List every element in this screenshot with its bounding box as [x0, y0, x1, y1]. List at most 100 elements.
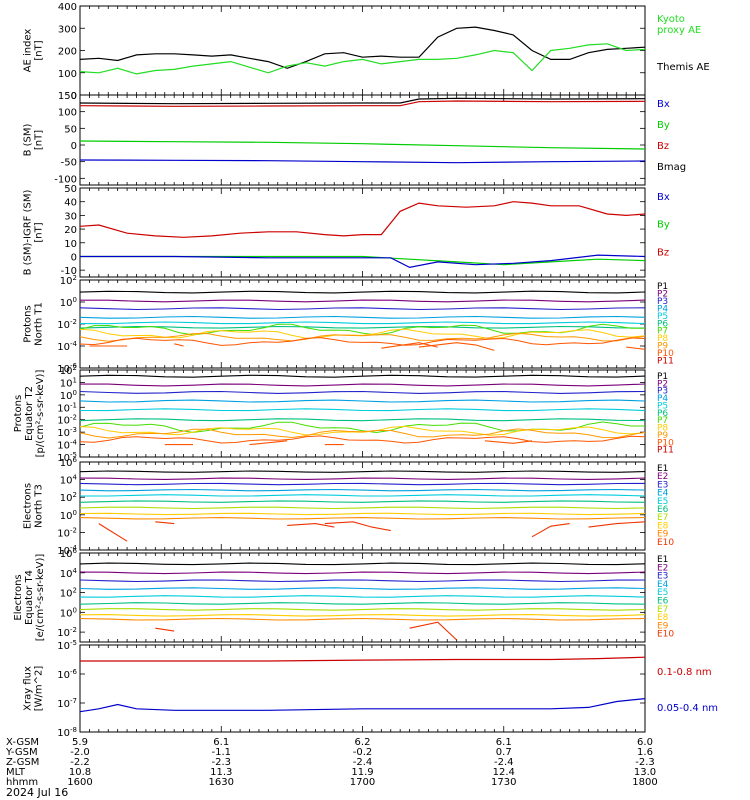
y-tick-label: 20 — [64, 225, 77, 236]
y-tick-label: 10-2 — [57, 526, 77, 539]
y-tick-label: 300 — [58, 24, 77, 35]
flux-channel-line — [79, 482, 646, 486]
legend-entry: Bx — [657, 99, 670, 110]
flux-channel-line — [79, 595, 646, 598]
legend-entry: P6 — [657, 409, 668, 419]
y-tick-label: 100 — [60, 296, 77, 309]
flux-channel-line — [79, 323, 645, 336]
y-tick-label: 10-1 — [57, 401, 77, 414]
x-tick-label: 0.7 — [496, 747, 512, 758]
panel-frame — [79, 644, 646, 733]
legend-entry: P7 — [657, 327, 668, 337]
y-tick-label: 100 — [60, 606, 77, 619]
y-axis-label: Protons — [13, 395, 24, 432]
legend-entry: By — [657, 120, 670, 131]
series-line — [79, 97, 646, 105]
flux-channel-line — [79, 517, 646, 520]
legend-entry: Themis AE — [656, 62, 710, 73]
x-tick-label: 10.8 — [69, 767, 91, 778]
x-tick-label: -2.0 — [70, 747, 90, 758]
flux-segment — [98, 523, 128, 542]
x-tick-label: 1700 — [350, 777, 375, 788]
legend-entry: P8 — [657, 334, 668, 344]
y-axis-label: [e/(cm²-s-sr-keV)] — [35, 554, 46, 642]
legend-entry: E9 — [657, 621, 669, 631]
flux-channel-line — [79, 512, 646, 516]
flux-segment — [249, 440, 288, 446]
legend-entry: P1 — [657, 372, 668, 382]
panel-frame — [79, 369, 646, 458]
panel-xray: 10-8 10-7 10-6 10-5 Xray flux [W/m^2] 0.1-0.8 … — [23, 639, 719, 739]
flux-channel-line — [79, 428, 646, 439]
flux-channel-line — [79, 337, 646, 346]
y-tick-label: -10 — [61, 266, 77, 277]
legend-entry: Bmag — [657, 162, 686, 173]
legend-entry: E7 — [657, 513, 668, 523]
legend-entry: E2 — [657, 563, 668, 573]
flux-channel-line — [79, 290, 646, 294]
y-axis-label: Electrons — [13, 574, 24, 620]
y-tick-label: 10-6 — [57, 362, 77, 375]
y-axis-label: North T1 — [34, 302, 45, 346]
flux-channel-line — [79, 617, 646, 621]
y-axis-label: AE index — [23, 29, 34, 73]
y-tick-label: 101 — [60, 376, 77, 389]
y-axis-label: Electrons — [23, 483, 34, 529]
y-axis-label: [p/(cm²-s-sr-keV)] — [35, 370, 46, 458]
x-tick-label: -1.1 — [211, 747, 231, 758]
legend-entry: E3 — [657, 480, 668, 490]
y-tick-label: 40 — [64, 198, 77, 209]
legend-entry: P11 — [657, 357, 674, 367]
legend-entry: E6 — [657, 597, 669, 607]
y-tick-label: 102 — [60, 364, 77, 377]
series-line — [79, 26, 646, 69]
legend-entry: P10 — [657, 349, 674, 359]
legend-entry: E2 — [657, 472, 668, 482]
y-axis-label: Xray flux — [23, 666, 34, 711]
y-tick-label: 0 — [71, 252, 77, 263]
y-tick-label: 10-8 — [57, 726, 77, 739]
x-tick-label: -2.2 — [70, 757, 90, 768]
y-tick-label: 10 — [64, 239, 77, 250]
flux-channel-line — [79, 602, 646, 605]
x-axis-row-label: Y-GSM — [5, 747, 38, 758]
panel-frame — [79, 5, 646, 96]
legend-entry: 0.1-0.8 nm — [657, 667, 712, 678]
legend-entry: By — [657, 220, 670, 231]
series-line — [79, 698, 646, 713]
legend-entry: P4 — [657, 394, 668, 404]
flux-channel-line — [79, 470, 646, 473]
series-line — [80, 254, 646, 269]
x-tick-label: -2.4 — [353, 757, 373, 768]
flux-channel-line — [80, 299, 646, 303]
flux-segment — [287, 523, 335, 528]
series-line — [79, 100, 646, 107]
flux-segment — [418, 342, 495, 351]
flux-channel-line — [79, 390, 646, 394]
legend-entry: P1 — [657, 282, 668, 292]
panel-e4: 10-2 100 102 104 106 Electrons Equator T4 [e/(c… — [13, 547, 674, 643]
y-tick-label: -100 — [54, 174, 77, 185]
legend-entry: E4 — [657, 489, 669, 499]
legend-entry: proxy AE — [657, 25, 701, 36]
flux-segment — [626, 346, 646, 350]
y-tick-label: 10-2 — [57, 626, 77, 639]
legend-entry: P5 — [657, 312, 668, 322]
legend-entry: E3 — [657, 572, 668, 582]
y-tick-label: 0 — [71, 91, 77, 102]
y-tick-label: 102 — [60, 491, 77, 504]
flux-channel-line — [79, 435, 646, 444]
flux-channel-line — [79, 506, 646, 510]
panel-frame — [79, 94, 646, 186]
y-tick-label: 10-5 — [57, 639, 77, 652]
legend-entry: E10 — [657, 630, 674, 640]
legend-entry: E6 — [657, 505, 669, 515]
flux-segment — [588, 521, 646, 528]
legend-entry: E7 — [657, 605, 668, 615]
series-line — [79, 159, 646, 164]
y-tick-label: 104 — [60, 567, 78, 580]
